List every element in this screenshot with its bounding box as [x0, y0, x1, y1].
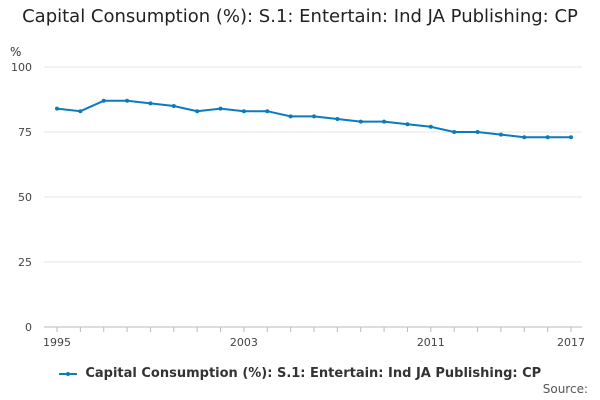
data-point-1999: [148, 101, 153, 106]
y-tick-label-25: 25: [18, 256, 32, 269]
data-point-1995: [55, 106, 59, 111]
legend-swatch: [58, 370, 77, 378]
data-point-2008: [358, 119, 363, 124]
gridlines: [44, 66, 582, 328]
y-tick-label-75: 75: [18, 126, 32, 139]
y-tick-label-100: 100: [11, 61, 32, 74]
data-point-2006: [312, 114, 316, 119]
data-point-2000: [171, 104, 176, 108]
y-tick-label-0: 0: [25, 321, 32, 334]
data-point-2017: [569, 135, 573, 140]
x-tick-label-2017: 2017: [557, 336, 585, 349]
data-point-1996: [78, 109, 83, 114]
data-point-2016: [545, 135, 550, 140]
data-point-2004: [265, 109, 270, 114]
x-tick-label-2003: 2003: [230, 336, 258, 349]
data-point-2012: [452, 130, 457, 134]
data-point-2014: [498, 132, 503, 137]
y-axis-ticks: 0 25 50 75 100: [11, 61, 32, 334]
data-point-1998: [125, 98, 130, 103]
data-point-2009: [382, 119, 387, 124]
data-point-1997: [101, 98, 106, 103]
data-point-2010: [405, 122, 410, 127]
data-point-2002: [218, 106, 223, 111]
data-point-2015: [522, 135, 527, 140]
data-point-2007: [335, 117, 340, 121]
data-point-2003: [241, 109, 246, 114]
y-tick-label-50: 50: [18, 191, 32, 204]
source-label: Source:: [542, 382, 588, 396]
legend[interactable]: Capital Consumption (%): S.1: Entertain:…: [0, 366, 600, 381]
data-point-2013: [475, 130, 480, 134]
legend-label: Capital Consumption (%): S.1: Entertain:…: [85, 366, 542, 381]
y-axis-label: %: [10, 45, 21, 59]
series-layer: [55, 98, 573, 140]
x-axis: 1995 2003 2011 2017: [43, 326, 585, 349]
data-point-2005: [288, 114, 293, 119]
data-point-2001: [195, 109, 200, 114]
x-tick-label-1995: 1995: [43, 336, 71, 349]
x-tick-label-2011: 2011: [417, 336, 445, 349]
chart-title: Capital Consumption (%): S.1: Entertain:…: [22, 6, 578, 27]
data-point-2011: [428, 124, 433, 129]
